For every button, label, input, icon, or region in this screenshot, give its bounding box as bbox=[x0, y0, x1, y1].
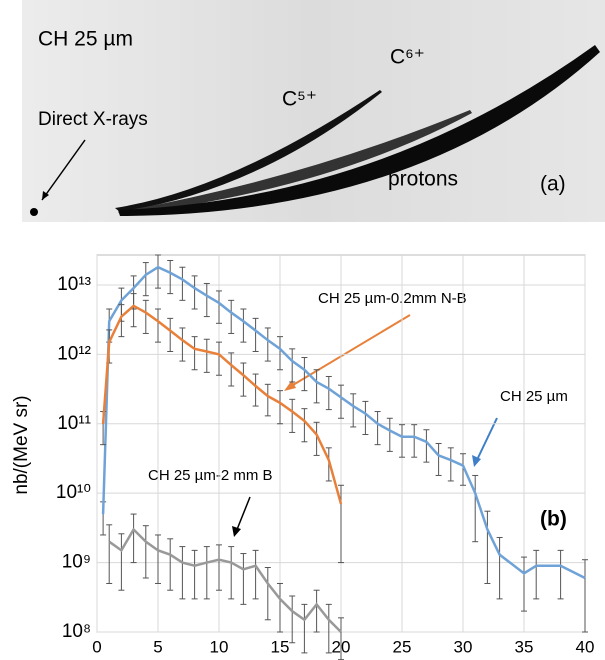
annotation: CH 25 µm bbox=[500, 388, 568, 405]
y-axis-label: nb/(MeV sr) bbox=[11, 395, 32, 494]
xray-spot bbox=[30, 208, 38, 216]
arrow bbox=[41, 139, 86, 201]
data-line bbox=[101, 304, 343, 505]
annotation-arrow bbox=[235, 496, 251, 533]
x-tick-label: 10 bbox=[210, 637, 229, 656]
proton-trace bbox=[118, 45, 600, 216]
x-tick-label: 35 bbox=[515, 637, 534, 656]
image-title: CH 25 µm bbox=[38, 28, 133, 51]
image-label: Direct X-rays bbox=[38, 109, 148, 130]
annotation-arrow bbox=[287, 314, 411, 389]
data-line bbox=[108, 527, 342, 633]
annotation: CH 25 µm-0.2mm N-B bbox=[318, 290, 467, 307]
y-tick-label: 10¹¹ bbox=[57, 413, 91, 434]
annotation-arrow-head bbox=[284, 380, 296, 391]
image-label: C⁵⁺ bbox=[282, 88, 317, 111]
y-tick-label: 10¹³ bbox=[57, 274, 91, 295]
x-tick-label: 0 bbox=[92, 637, 101, 656]
image-label: C⁶⁺ bbox=[390, 46, 425, 69]
panel-label: (a) bbox=[540, 173, 566, 196]
y-tick-label: 10¹² bbox=[57, 343, 91, 364]
x-tick-label: 25 bbox=[393, 637, 412, 656]
x-tick-label: 40 bbox=[576, 637, 595, 656]
y-tick-label: 10¹⁰ bbox=[56, 482, 91, 503]
image-label: protons bbox=[388, 168, 458, 191]
annotation-arrow-head bbox=[232, 526, 241, 537]
annotation: CH 25 µm-2 mm B bbox=[148, 467, 273, 484]
annotation-arrow-head bbox=[472, 455, 481, 467]
arrow-head bbox=[42, 191, 49, 200]
x-tick-label: 5 bbox=[153, 637, 162, 656]
annotation-arrow bbox=[475, 417, 498, 463]
x-tick-label: 30 bbox=[454, 637, 473, 656]
panel-label: (b) bbox=[540, 508, 567, 531]
y-tick-label: 10⁹ bbox=[62, 552, 91, 573]
x-tick-label: 15 bbox=[271, 637, 290, 656]
data-line bbox=[101, 265, 586, 580]
plot: nb/(MeV sr) (b) CH 25 µm-0.2mm N-B CH 25… bbox=[11, 254, 595, 660]
y-tick-label: 10⁸ bbox=[62, 621, 91, 642]
image-panel: CH 25 µm Direct X-rays C⁵⁺ C⁶⁺ protons (… bbox=[22, 0, 605, 222]
